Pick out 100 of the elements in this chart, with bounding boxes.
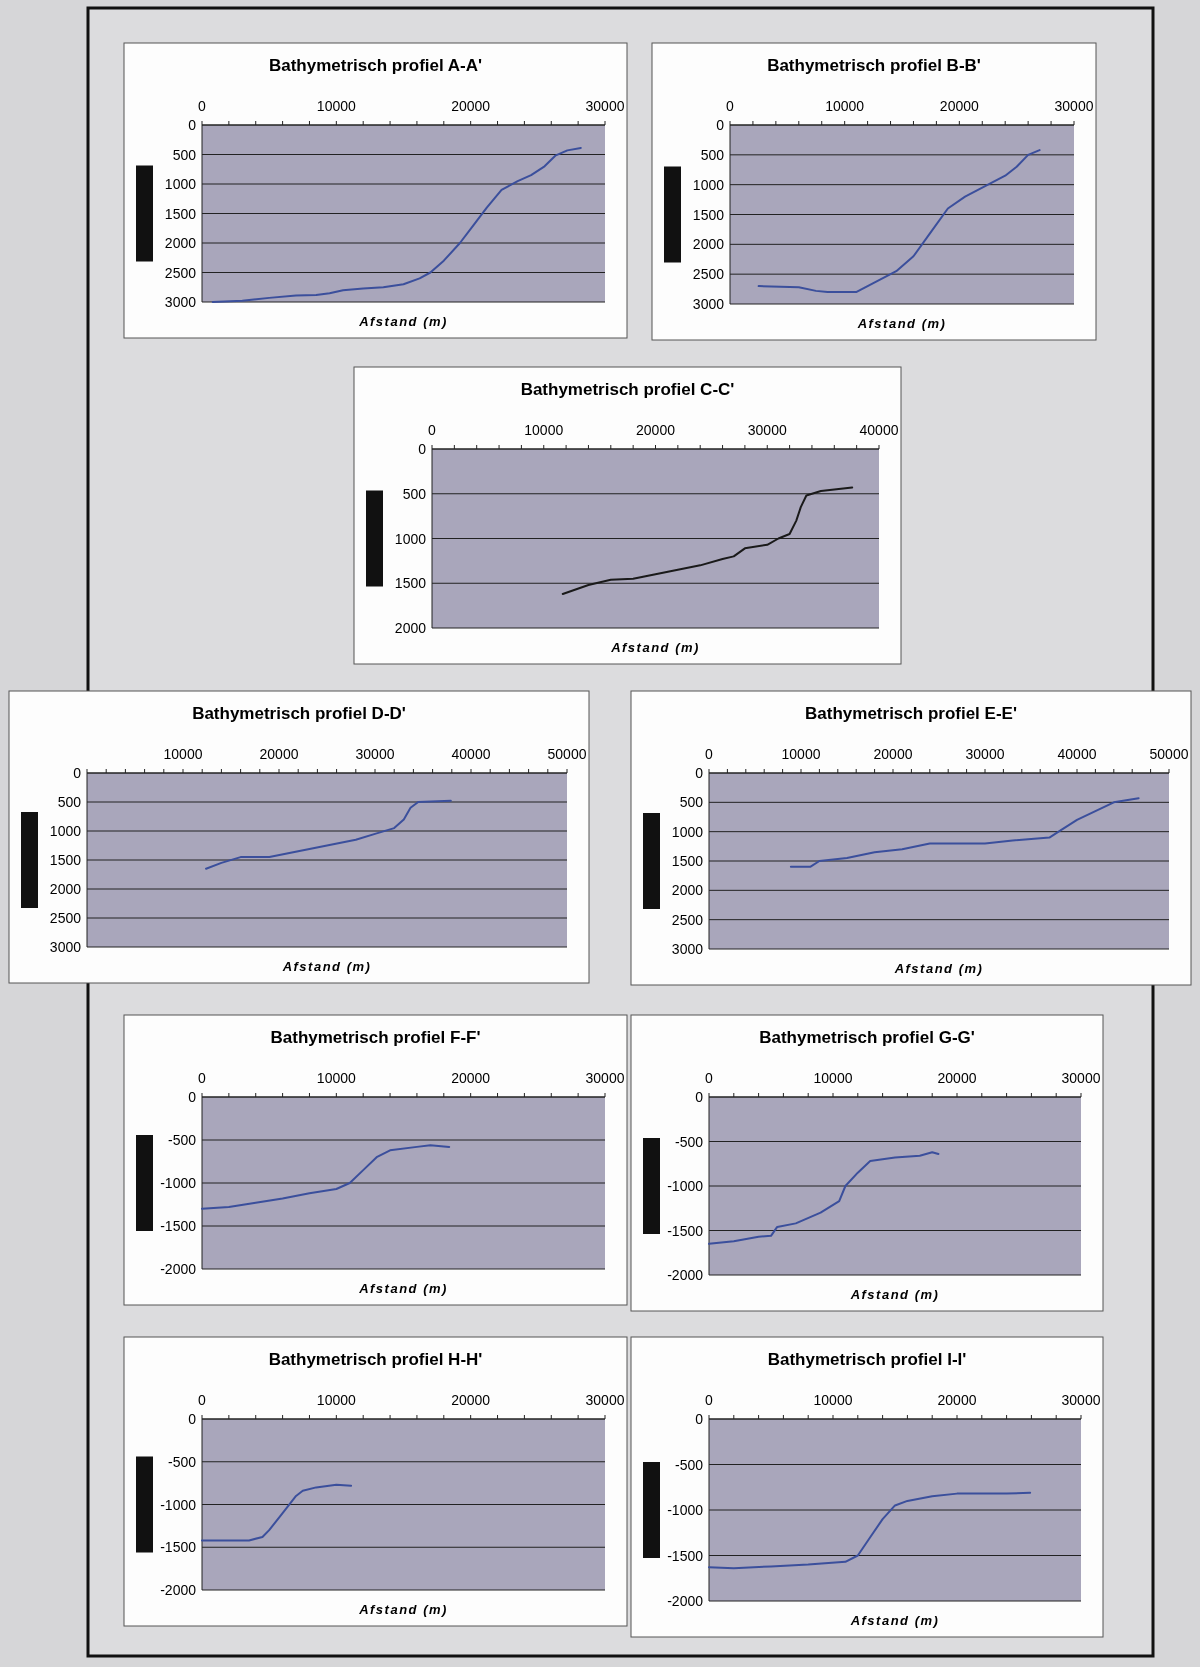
chart-title: Bathymetrisch profiel H-H' — [268, 1350, 483, 1369]
y-tick-label: -1000 — [160, 1496, 197, 1513]
x-tick-label: 0 — [198, 1392, 207, 1408]
y-tick-label: -1500 — [160, 1539, 197, 1556]
y-tick-label: 1500 — [671, 853, 704, 869]
x-tick-label: 0 — [726, 98, 735, 114]
chart-title: Bathymetrisch profiel E-E' — [805, 704, 1017, 723]
line-series — [201, 1483, 353, 1542]
x-tick-label: 0 — [198, 1070, 207, 1086]
x-tick-label: 0 — [198, 98, 207, 114]
y-tick-label: 0 — [418, 441, 427, 457]
y-tick-label: -1000 — [667, 1178, 704, 1194]
y-tick-label: -500 — [167, 1132, 197, 1148]
y-tick-label: 1000 — [49, 823, 82, 839]
x-axis-title: Afstand (m) — [849, 1287, 940, 1302]
y-tick-label: -2000 — [160, 1582, 197, 1598]
y-tick-label: 3000 — [692, 296, 725, 312]
x-tick-label: 10000 — [163, 746, 203, 762]
y-tick-label: 2000 — [49, 881, 82, 897]
line-series — [708, 1491, 1032, 1570]
x-tick-label: 10000 — [813, 1392, 853, 1408]
x-tick-label: 50000 — [1149, 746, 1189, 762]
x-tick-label: 30000 — [585, 98, 625, 114]
x-tick-label: 30000 — [965, 746, 1005, 762]
x-tick-label: 30000 — [1054, 98, 1094, 114]
x-tick-label: 20000 — [259, 746, 299, 762]
y-tick-label: -1500 — [667, 1547, 704, 1564]
y-tick-label: 3000 — [49, 939, 82, 955]
y-tick-label: -500 — [674, 1133, 704, 1150]
x-tick-label: 40000 — [1057, 746, 1097, 762]
y-tick-label: 0 — [188, 1089, 197, 1105]
y-tick-label: 1500 — [394, 575, 427, 592]
y-tick-label: 1500 — [692, 206, 725, 223]
x-tick-label: 20000 — [636, 422, 676, 438]
chart-title: Bathymetrisch profiel G-G' — [759, 1028, 975, 1047]
line-series — [211, 147, 582, 303]
y-tick-label: 2500 — [49, 910, 82, 926]
chart-title: Bathymetrisch profiel D-D' — [192, 704, 406, 723]
y-tick-label: 500 — [700, 146, 725, 163]
y-tick-label: 2000 — [394, 620, 427, 636]
y-tick-label: 500 — [172, 146, 197, 163]
y-tick-label: 2000 — [671, 882, 704, 899]
y-tick-label: 0 — [188, 117, 197, 133]
y-tick-label: -500 — [167, 1453, 197, 1470]
y-tick-label: 3000 — [671, 941, 704, 957]
y-tick-label: 1000 — [692, 176, 725, 193]
x-tick-label: 0 — [428, 422, 437, 438]
x-tick-label: 20000 — [873, 746, 913, 762]
y-tick-label: 3000 — [164, 294, 197, 310]
line-series — [757, 149, 1041, 294]
x-axis-title: Afstand (m) — [849, 1613, 940, 1628]
x-tick-label: 40000 — [859, 422, 899, 438]
y-tick-label: 0 — [695, 765, 704, 781]
x-tick-label: 20000 — [937, 1070, 977, 1086]
x-tick-label: 20000 — [451, 1070, 491, 1086]
y-tick-label: 2000 — [692, 236, 725, 253]
y-tick-label: 0 — [716, 117, 725, 133]
y-tick-label: 0 — [73, 765, 82, 781]
y-tick-label: 1000 — [394, 530, 427, 547]
x-tick-label: 30000 — [585, 1392, 625, 1408]
y-tick-label: -500 — [674, 1456, 704, 1473]
y-tick-label: -1500 — [160, 1218, 197, 1234]
x-tick-label: 30000 — [355, 746, 395, 762]
y-tick-label: -1000 — [667, 1502, 704, 1518]
x-tick-label: 10000 — [316, 1070, 357, 1086]
x-axis-title: Afstand (m) — [281, 959, 372, 974]
x-tick-label: 10000 — [316, 1392, 357, 1408]
x-tick-label: 20000 — [937, 1392, 977, 1408]
y-tick-label: 2500 — [671, 911, 704, 928]
y-tick-label: 2000 — [164, 235, 197, 251]
x-axis-title: Afstand (m) — [358, 314, 448, 329]
chart-title: Bathymetrisch profiel C-C' — [520, 380, 735, 399]
y-tick-label: 1000 — [671, 823, 704, 840]
x-tick-label: 30000 — [1061, 1070, 1101, 1086]
y-tick-label: 0 — [695, 1089, 704, 1105]
line-series — [789, 797, 1140, 868]
chart-title: Bathymetrisch profiel B-B' — [767, 56, 981, 75]
x-tick-label: 40000 — [451, 746, 491, 762]
x-tick-label: 30000 — [1061, 1392, 1101, 1408]
x-tick-label: 10000 — [813, 1070, 853, 1086]
y-tick-label: 500 — [679, 794, 704, 811]
x-axis-title: Afstand (m) — [358, 1602, 448, 1617]
y-tick-label: 500 — [57, 794, 82, 810]
y-tick-label: 0 — [188, 1411, 197, 1427]
x-tick-label: 20000 — [939, 98, 980, 114]
y-tick-label: -2000 — [667, 1593, 704, 1609]
line-series — [201, 1144, 451, 1210]
chart-title: Bathymetrisch profiel I-I' — [767, 1350, 967, 1369]
x-tick-label: 10000 — [316, 98, 357, 114]
y-tick-label: 1000 — [164, 176, 197, 192]
x-axis-title: Afstand (m) — [358, 1281, 448, 1296]
chart-title: Bathymetrisch profiel A-A' — [268, 56, 483, 75]
x-tick-label: 20000 — [451, 98, 491, 114]
y-tick-label: 1500 — [49, 852, 82, 868]
line-series — [708, 1151, 940, 1245]
y-tick-label: -1000 — [160, 1175, 197, 1191]
x-tick-label: 30000 — [585, 1070, 625, 1086]
x-axis-title: Afstand (m) — [856, 316, 947, 331]
line-series — [205, 799, 452, 870]
x-axis-title: Afstand (m) — [610, 640, 700, 655]
